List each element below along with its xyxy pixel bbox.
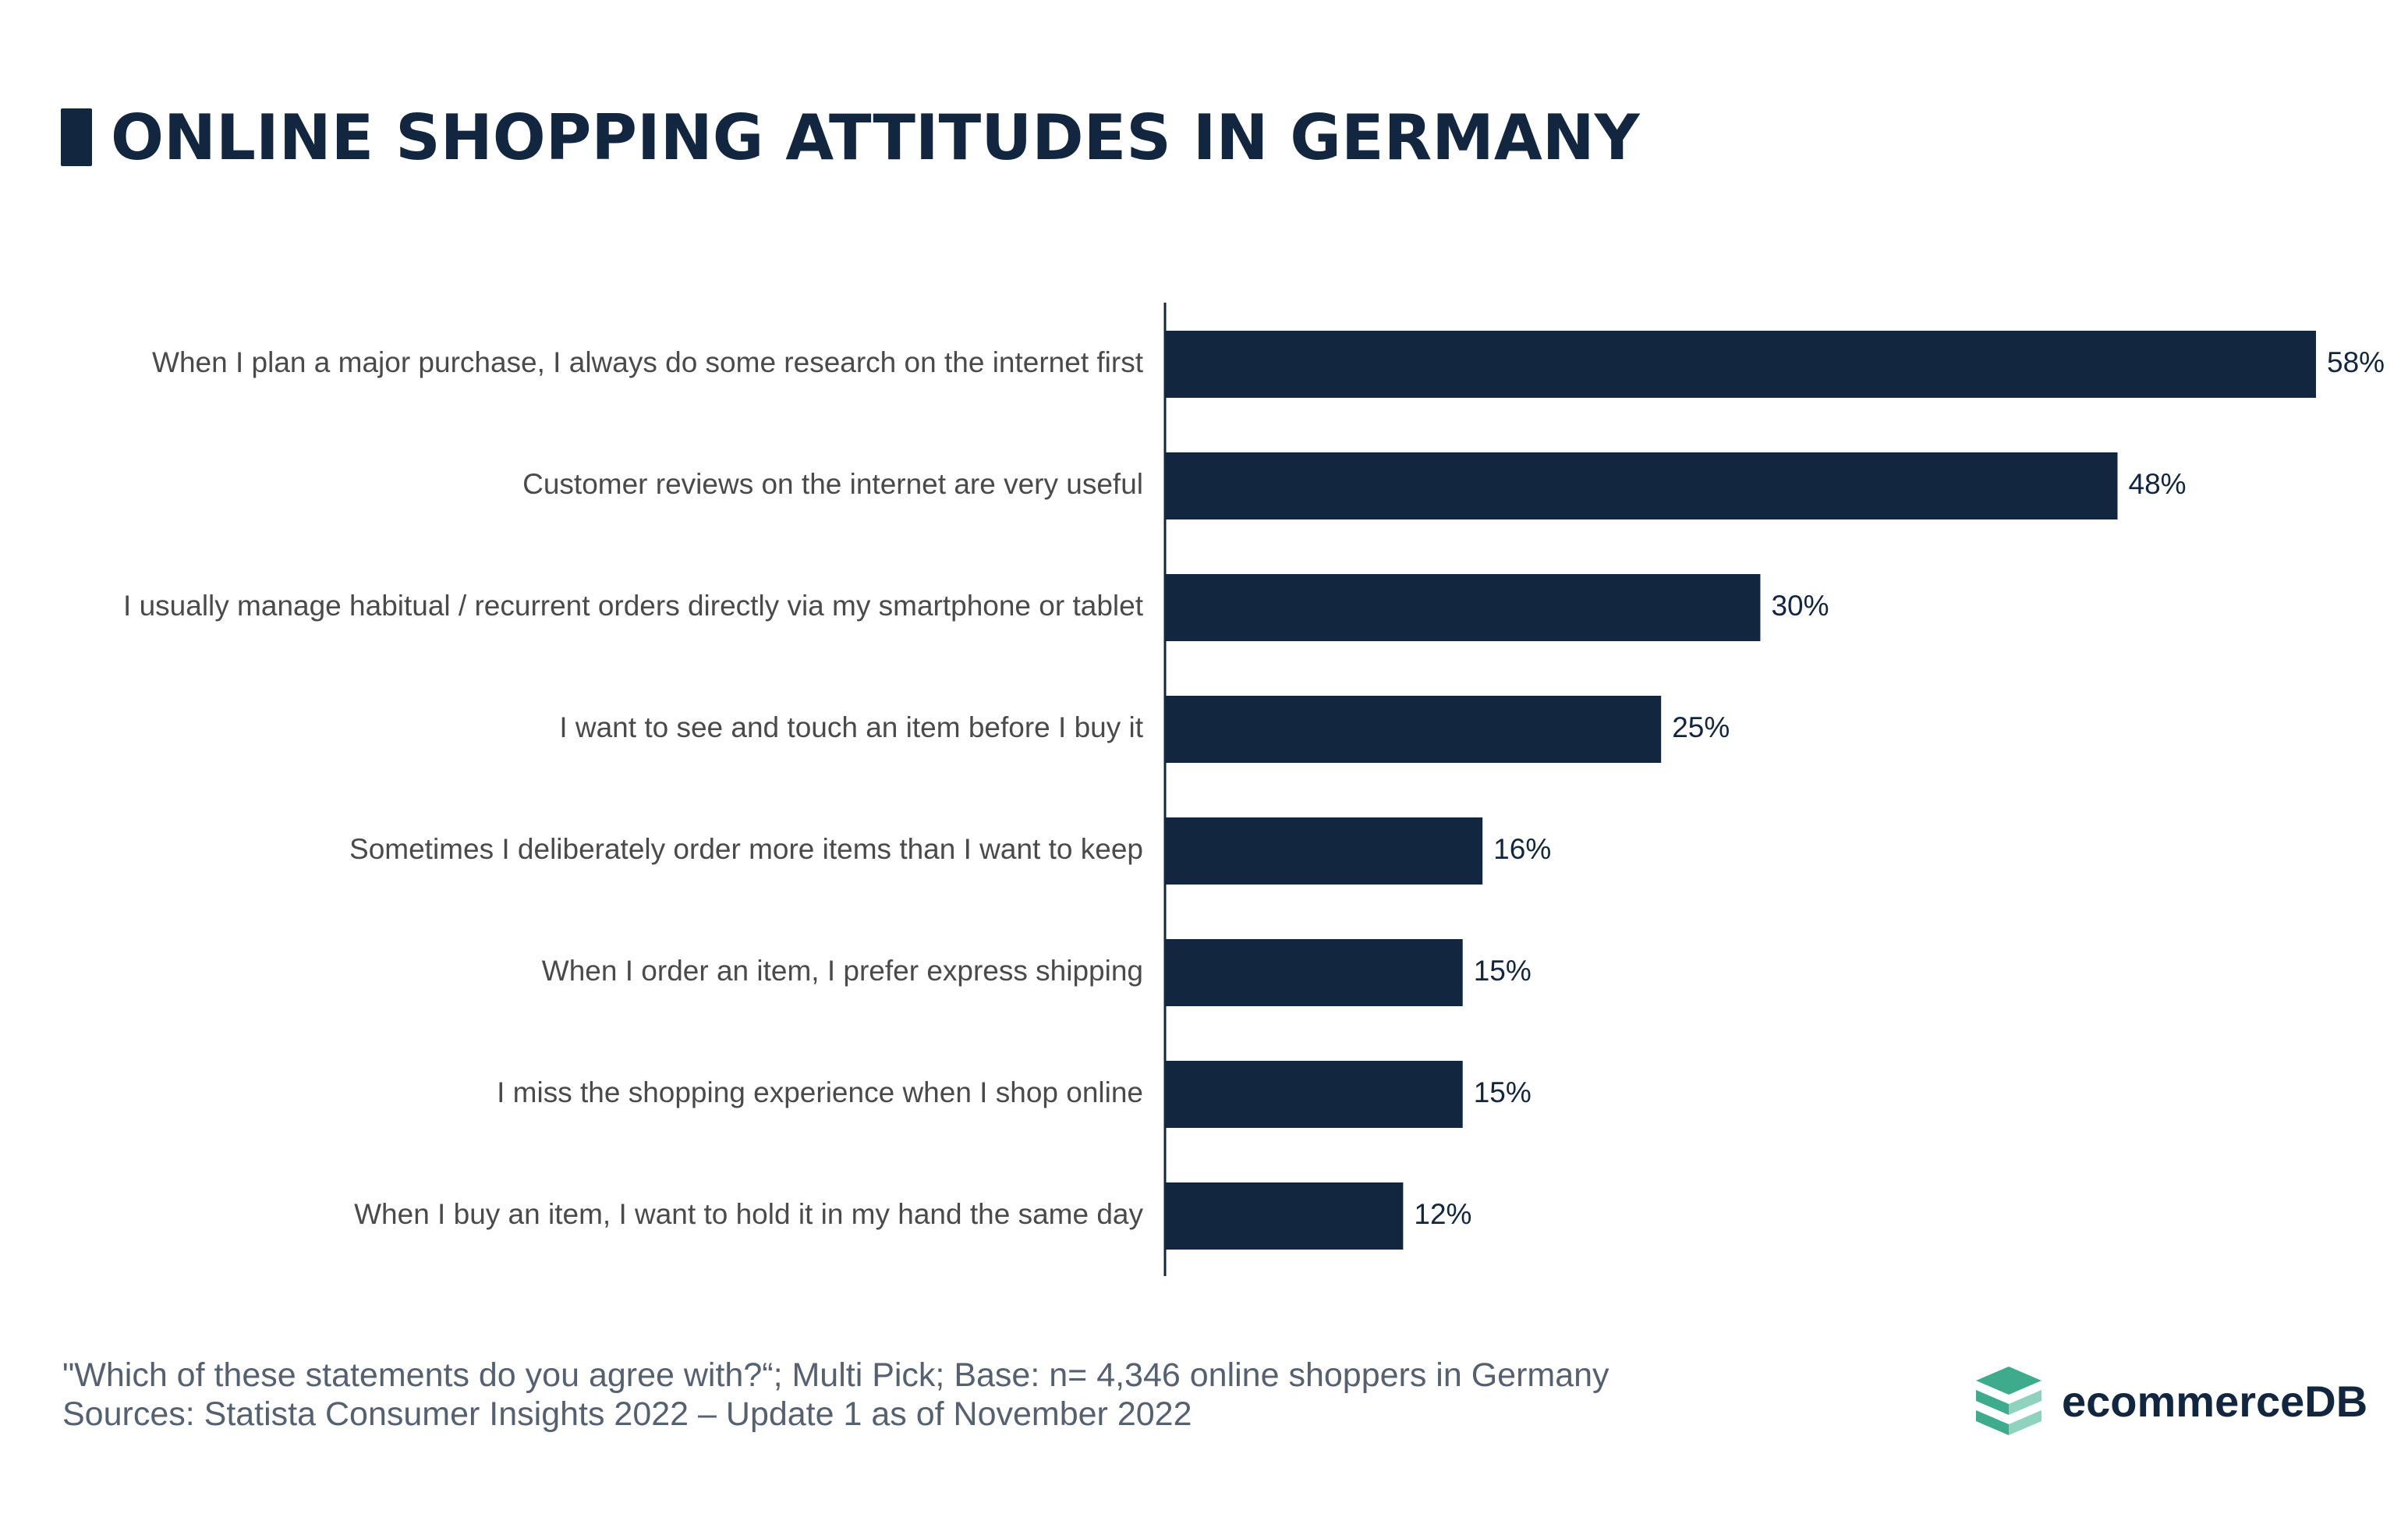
brand-name: ecommerceDB (2062, 1376, 2368, 1426)
bar-8 (1165, 1182, 1404, 1250)
category-label-8: When I buy an item, I want to hold it in… (354, 1198, 1143, 1230)
category-label-3: I usually manage habitual / recurrent or… (123, 590, 1144, 622)
category-label-5: Sometimes I deliberately order more item… (349, 833, 1143, 865)
category-label-1: When I plan a major purchase, I always d… (152, 346, 1144, 378)
value-label-2: 48% (2129, 468, 2187, 500)
category-label-2: Customer reviews on the internet are ver… (522, 468, 1143, 500)
footnote: "Which of these statements do you agree … (62, 1356, 1609, 1434)
bar-4 (1165, 696, 1662, 763)
category-label-7: I miss the shopping experience when I sh… (497, 1076, 1143, 1108)
bars-layer (1165, 331, 2316, 1250)
value-label-5: 16% (1493, 833, 1551, 865)
bar-3 (1165, 574, 1761, 641)
logo-layer-middle-left (1976, 1390, 2009, 1415)
logo-layer-bottom-right (2009, 1410, 2041, 1435)
category-labels-layer: When I plan a major purchase, I always d… (123, 346, 1144, 1230)
bar-2 (1165, 452, 2118, 519)
bar-1 (1165, 331, 2316, 398)
bar-5 (1165, 817, 1483, 885)
stacked-layers-icon (1976, 1367, 2041, 1435)
category-label-4: I want to see and touch an item before I… (559, 711, 1143, 743)
value-label-1: 58% (2327, 346, 2385, 378)
value-label-3: 30% (1771, 590, 1829, 622)
value-label-7: 15% (1474, 1076, 1532, 1108)
title-block: ONLINE SHOPPING ATTITUDES IN GERMANY (61, 94, 1640, 181)
logo-layer-bottom-left (1976, 1410, 2009, 1435)
title-accent-bar (61, 108, 92, 166)
bar-chart: When I plan a major purchase, I always d… (123, 303, 2385, 1276)
page-title: ONLINE SHOPPING ATTITUDES IN GERMANY (111, 101, 1640, 174)
category-label-6: When I order an item, I prefer express s… (542, 955, 1143, 987)
brand-block: ecommerceDB (1973, 1363, 2367, 1438)
footnote-sources: Sources: Statista Consumer Insights 2022… (62, 1395, 1192, 1433)
value-label-6: 15% (1474, 955, 1532, 987)
value-labels-layer: 58% 48% 30% 25% 16% 15% 15% 12% (1414, 346, 2385, 1230)
value-label-4: 25% (1672, 711, 1730, 743)
bar-7 (1165, 1061, 1463, 1128)
bar-6 (1165, 939, 1463, 1006)
footnote-question: "Which of these statements do you agree … (62, 1356, 1609, 1394)
value-label-8: 12% (1414, 1198, 1471, 1230)
logo-layer-middle-right (2009, 1390, 2041, 1415)
logo-layer-top (1976, 1367, 2041, 1395)
